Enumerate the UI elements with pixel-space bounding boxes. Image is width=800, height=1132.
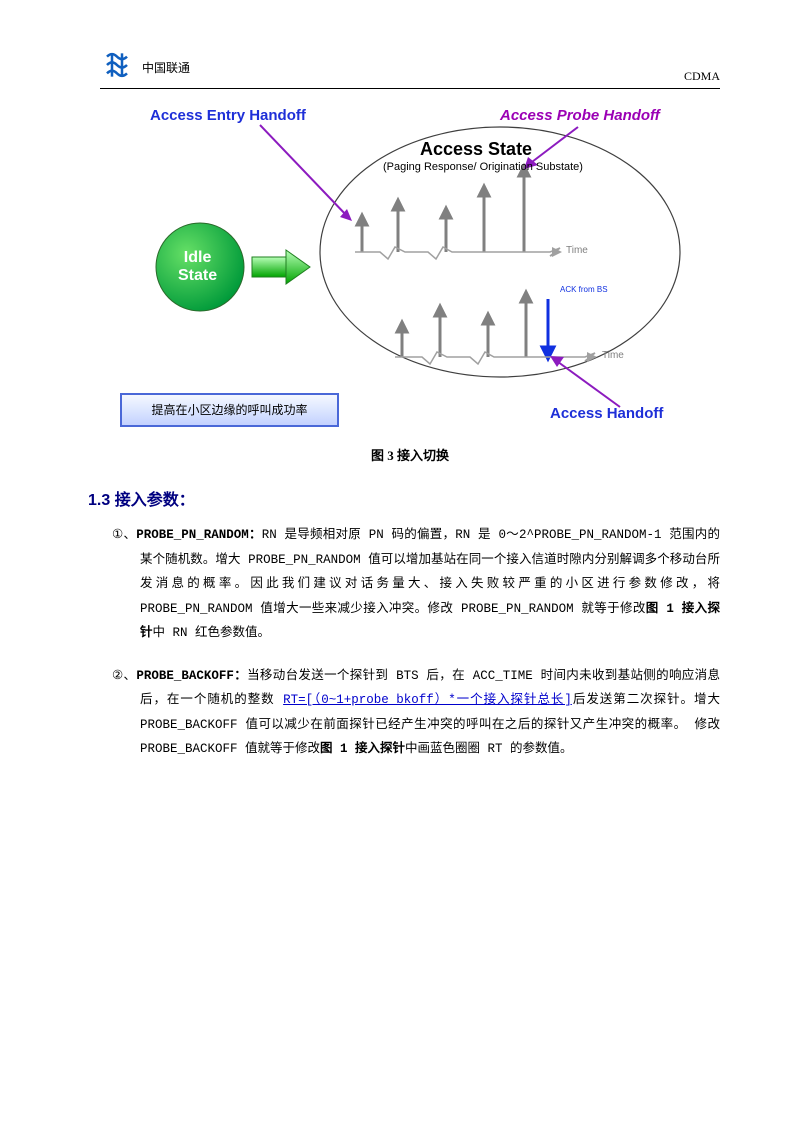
header-right-text: CDMA — [684, 69, 720, 84]
unicom-logo-icon — [100, 50, 134, 84]
label-access-entry: Access Entry Handoff — [150, 107, 306, 124]
label-time-upper: Time — [566, 245, 588, 256]
edge-callrate-box: 提高在小区边缘的呼叫成功率 — [120, 393, 339, 427]
item-number: ①、 — [112, 528, 136, 542]
param-item-1: ①、PROBE_PN_RANDOM：RN 是导频相对原 PN 码的偏置，RN 是… — [100, 522, 720, 645]
label-access-handoff: Access Handoff — [550, 405, 663, 422]
item-text-post: 中画蓝色圈圈 RT 的参数值。 — [405, 742, 573, 756]
label-access-state-sub: (Paging Response/ Origination Substate) — [383, 161, 583, 173]
fig-ref: 图 1 接入探针 — [320, 742, 405, 756]
rt-formula: RT=[（0~1+probe_bkoff）*一个接入探针总长] — [283, 693, 572, 707]
label-idle-state: Idle State — [178, 249, 217, 285]
label-time-lower: Time — [602, 350, 624, 361]
section-title: 1.3 接入参数： — [88, 486, 720, 510]
item-number: ②、 — [112, 669, 136, 683]
page-header: 中国联通 CDMA — [100, 50, 720, 89]
param-item-2: ②、PROBE_BACKOFF：当移动台发送一个探针到 BTS 后，在 ACC_… — [100, 663, 720, 761]
item-text-post: 中 RN 红色参数值。 — [153, 626, 271, 640]
figure-caption: 图 3 接入切换 — [100, 445, 720, 464]
handoff-diagram: Access Entry Handoff Access Probe Handof… — [130, 107, 690, 427]
brand: 中国联通 — [100, 50, 190, 84]
param-name: PROBE_BACKOFF： — [136, 669, 247, 683]
label-access-probe: Access Probe Handoff — [500, 107, 660, 124]
label-ack: ACK from BS — [560, 285, 608, 294]
page: 中国联通 CDMA — [0, 0, 800, 1132]
brand-name: 中国联通 — [142, 59, 190, 76]
param-name: PROBE_PN_RANDOM： — [136, 528, 262, 542]
label-access-state-title: Access State — [420, 139, 532, 160]
